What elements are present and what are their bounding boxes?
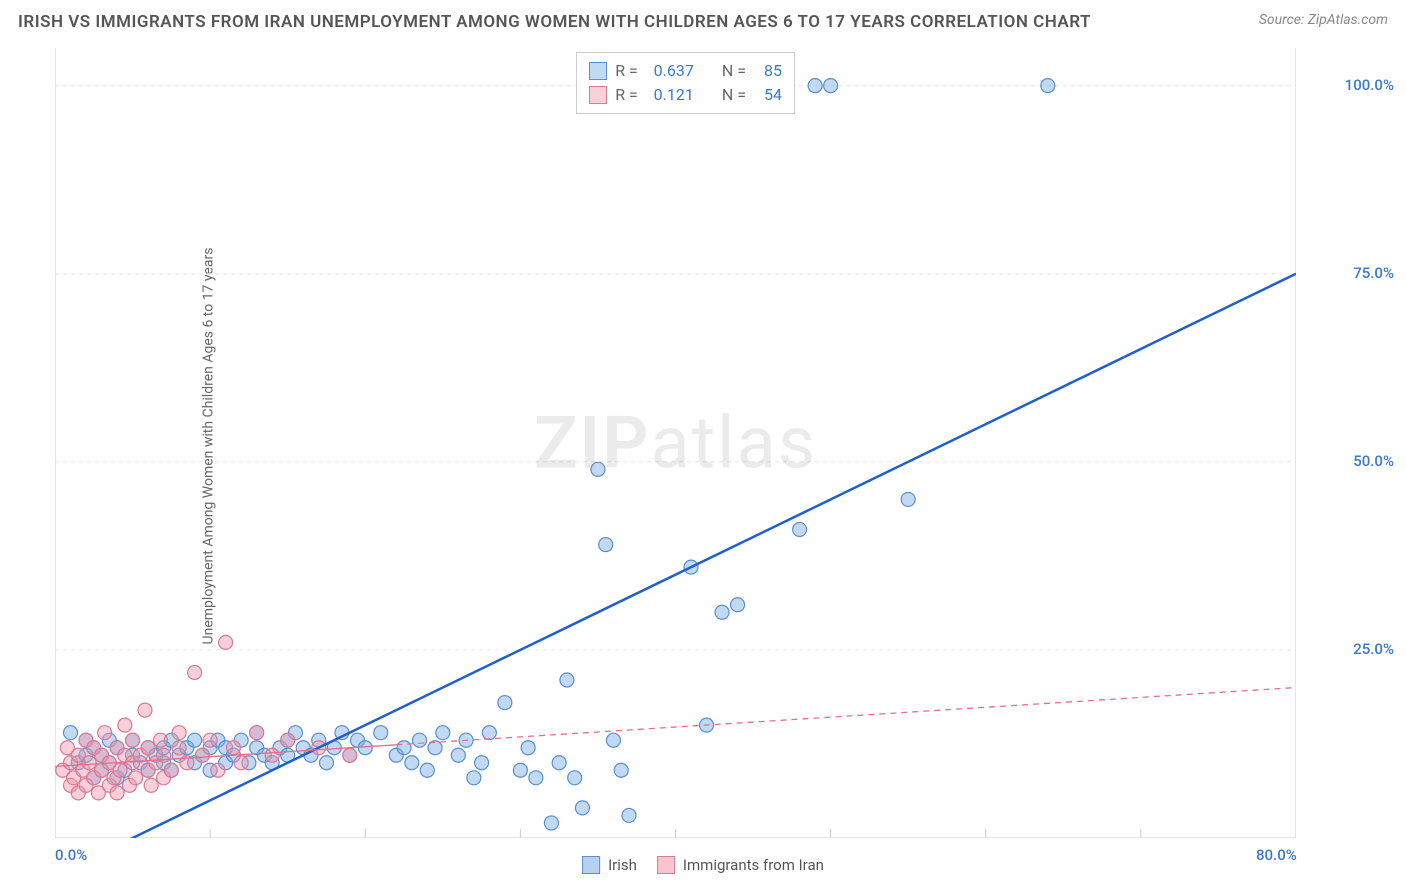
stats-legend-row: R = 0.637 N = 85 xyxy=(589,59,782,83)
stats-r-value: 0.637 xyxy=(646,59,694,83)
stats-n-value: 85 xyxy=(754,59,782,83)
y-tick-label: 75.0% xyxy=(1353,264,1394,282)
legend-item: Immigrants from Iran xyxy=(657,856,824,874)
x-tick-label: 0.0% xyxy=(55,846,87,864)
legend-swatch xyxy=(589,86,607,104)
stats-r-label: R = xyxy=(615,59,638,83)
stats-r-label: R = xyxy=(615,83,638,107)
legend-swatch xyxy=(657,856,675,874)
legend-label: Immigrants from Iran xyxy=(683,856,824,874)
y-tick-label: 100.0% xyxy=(1345,76,1394,94)
stats-n-value: 54 xyxy=(754,83,782,107)
legend-label: Irish xyxy=(608,856,637,874)
source-name: ZipAtlas.com xyxy=(1308,12,1388,28)
series-legend: Irish Immigrants from Iran xyxy=(582,856,824,874)
chart-title: IRISH VS IMMIGRANTS FROM IRAN UNEMPLOYME… xyxy=(18,12,1091,32)
stats-n-label: N = xyxy=(722,59,746,83)
chart-source: Source: ZipAtlas.com xyxy=(1259,12,1388,28)
stats-r-value: 0.121 xyxy=(646,83,694,107)
stats-legend: R = 0.637 N = 85 R = 0.121 N = 54 xyxy=(576,52,795,114)
chart-header: IRISH VS IMMIGRANTS FROM IRAN UNEMPLOYME… xyxy=(18,12,1388,32)
x-tick-label: 80.0% xyxy=(1256,846,1297,864)
y-tick-label: 25.0% xyxy=(1353,640,1394,658)
legend-item: Irish xyxy=(582,856,637,874)
plot-area: ZIPatlas xyxy=(55,48,1296,838)
legend-swatch xyxy=(589,62,607,80)
y-tick-label: 50.0% xyxy=(1353,452,1394,470)
legend-swatch xyxy=(582,856,600,874)
stats-legend-row: R = 0.121 N = 54 xyxy=(589,83,782,107)
source-prefix: Source: xyxy=(1259,12,1308,28)
stats-n-label: N = xyxy=(722,83,746,107)
scatter-chart xyxy=(55,48,1296,838)
